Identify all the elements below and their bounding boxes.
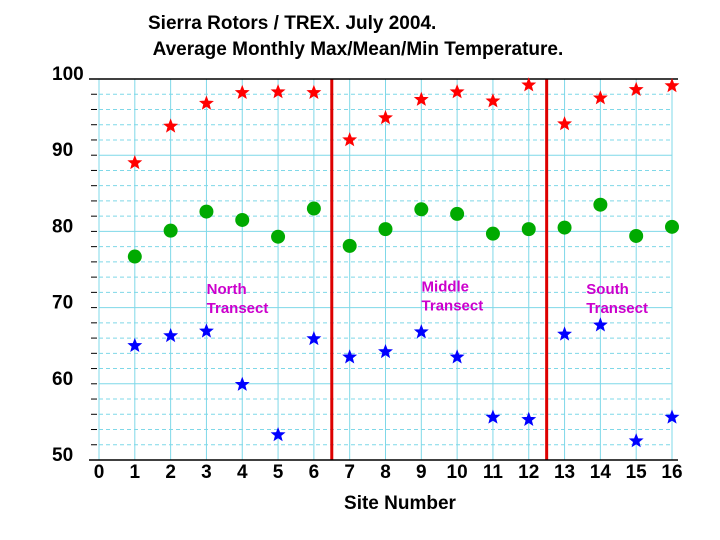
transect-label-line: Transect [586, 300, 648, 317]
mean-point [629, 228, 644, 243]
mean-point [521, 222, 536, 237]
min-point [557, 326, 573, 341]
max-point [306, 84, 322, 100]
min-point [592, 317, 608, 332]
transect-annotations: North Transect Middle Transect South Transect [207, 279, 648, 317]
transect-dividers [330, 79, 549, 460]
max-point [628, 81, 644, 97]
min-point [628, 433, 644, 448]
x-tick-label: 0 [94, 462, 105, 483]
min-point [449, 349, 465, 364]
max-point [521, 77, 537, 92]
transect-label: South Transect [586, 281, 648, 317]
min-point [378, 343, 393, 359]
mean-point [593, 197, 608, 212]
x-tick-label: 14 [590, 462, 612, 483]
min-point [198, 323, 214, 338]
min-point [342, 349, 358, 364]
x-tick-label: 7 [344, 462, 355, 483]
y-tick-label: 70 [52, 293, 73, 314]
mean-point [342, 238, 357, 253]
max-point [270, 84, 286, 99]
series-min [127, 317, 680, 448]
transect-label: North Transect [207, 281, 269, 317]
x-tick-label: 8 [380, 462, 391, 483]
mean-point [127, 249, 142, 264]
series-mean [127, 197, 679, 264]
chart-title-line-2: Average Monthly Max/Mean/Min Temperature… [148, 39, 563, 60]
y-tick-label: 100 [52, 64, 84, 85]
max-point [413, 91, 429, 106]
max-point [378, 110, 393, 125]
min-point [664, 409, 680, 424]
x-tick-label: 12 [518, 462, 539, 483]
chart-title-line-1: Sierra Rotors / TREX. July 2004. [148, 13, 436, 34]
x-tick-label: 3 [201, 462, 212, 483]
x-axis-label: Site Number [344, 493, 457, 514]
x-tick-label: 13 [554, 462, 575, 483]
transect-label: Middle Transect [422, 279, 484, 315]
series-max [127, 77, 680, 170]
y-tick-label: 90 [52, 140, 73, 161]
mean-point [235, 212, 250, 227]
max-point [664, 78, 680, 93]
max-point [342, 132, 358, 147]
y-tick-label: 80 [52, 216, 73, 237]
gridlines [91, 78, 673, 461]
max-point [127, 154, 143, 170]
y-tick-labels: 50 60 70 80 90 100 [52, 64, 84, 466]
transect-label-line: Transect [422, 298, 484, 315]
mean-point [557, 220, 572, 235]
transect-label-line: Middle [422, 279, 470, 296]
data-series [127, 77, 680, 448]
x-tick-label: 6 [309, 462, 320, 483]
min-point [127, 337, 143, 353]
min-point [234, 376, 250, 391]
y-tick-label: 60 [52, 369, 73, 390]
min-point [270, 427, 286, 442]
max-point [592, 90, 608, 105]
min-point [306, 331, 322, 346]
mean-point [665, 219, 679, 234]
mean-point [485, 226, 500, 241]
x-tick-label: 5 [273, 462, 284, 483]
x-tick-label: 2 [165, 462, 176, 483]
mean-point [163, 223, 178, 238]
transect-label-line: Transect [207, 300, 269, 317]
x-tick-label: 1 [130, 462, 141, 483]
x-tick-label: 4 [237, 462, 248, 483]
max-point [485, 93, 501, 108]
min-point [485, 409, 501, 424]
x-tick-label: 11 [483, 462, 504, 483]
mean-point [306, 201, 321, 216]
x-tick-label: 10 [447, 462, 468, 483]
max-point [557, 116, 573, 131]
x-tick-label: 15 [626, 462, 648, 483]
x-tick-labels: 0 1 2 3 4 5 6 7 8 9 10 11 12 13 14 15 16 [94, 462, 683, 483]
mean-point [450, 206, 465, 221]
transect-label-line: North [207, 281, 247, 298]
mean-point [271, 229, 286, 244]
min-point [413, 324, 429, 339]
transect-label-line: South [586, 281, 629, 298]
y-tick-label: 50 [52, 445, 73, 466]
axes [89, 78, 678, 461]
mean-point [199, 204, 214, 219]
min-point [521, 411, 537, 426]
mean-point [378, 222, 393, 237]
max-point [198, 95, 214, 110]
x-tick-label: 16 [661, 462, 682, 483]
max-point [449, 84, 465, 99]
mean-point [414, 202, 429, 217]
max-point [163, 118, 179, 133]
min-point [163, 327, 179, 343]
max-point [234, 84, 250, 100]
x-tick-label: 9 [416, 462, 427, 483]
